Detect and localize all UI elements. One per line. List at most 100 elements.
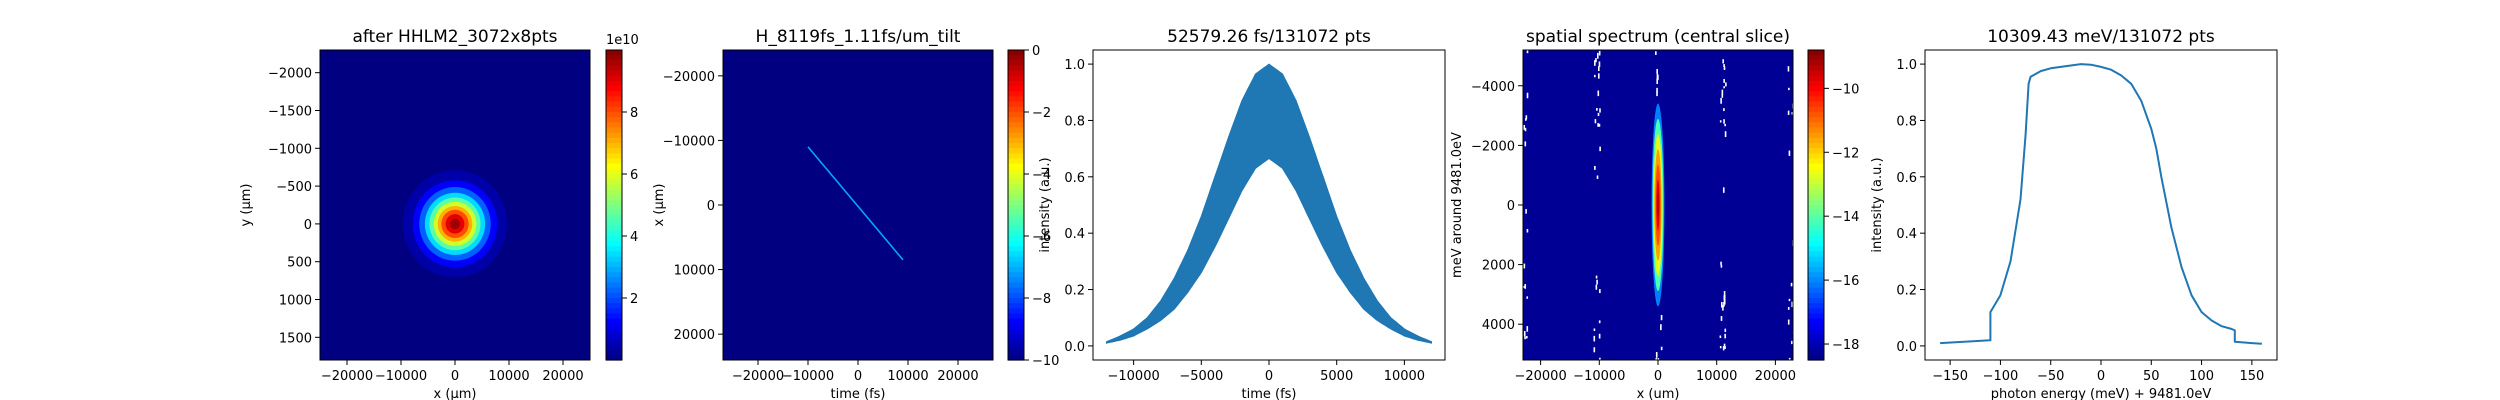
colorbar-segment: [606, 241, 622, 247]
colorbar-segment: [1808, 349, 1824, 356]
colorbar-segment: [1808, 117, 1824, 123]
noise-speckle: [1724, 328, 1727, 332]
noise-speckle: [1657, 74, 1659, 81]
colorbar-segment: [1808, 339, 1824, 346]
colorbar-segment: [1008, 158, 1024, 165]
x-tick-label: −100: [1983, 369, 2019, 384]
colorbar-segment: [606, 96, 622, 103]
x-tick-label: 50: [2143, 369, 2160, 384]
colorbar-segment: [1808, 272, 1824, 278]
x-tick-label: −10000: [1573, 369, 1625, 384]
noise-speckle: [1596, 279, 1598, 285]
noise-speckle: [1526, 326, 1529, 332]
noise-speckle: [1525, 209, 1527, 214]
plot-area: [1521, 50, 1796, 363]
noise-speckle: [1724, 123, 1726, 127]
x-tick-label: 10000: [887, 369, 928, 384]
colorbar-segment: [1008, 96, 1024, 103]
x-tick-label: 0: [1265, 369, 1273, 384]
x-tick-label: −10000: [375, 369, 427, 384]
colorbar-segment: [1808, 168, 1824, 175]
colorbar-segment: [606, 65, 622, 72]
noise-speckle: [1656, 68, 1658, 75]
colorbar-segment: [1808, 298, 1824, 304]
noise-speckle: [1724, 131, 1727, 138]
colorbar-segment: [606, 168, 622, 175]
y-tick-label: 0: [1507, 199, 1515, 214]
colorbar-segment: [1808, 303, 1824, 309]
colorbar-segment: [1008, 241, 1024, 247]
colorbar-segment: [606, 272, 622, 278]
noise-speckle: [1593, 328, 1596, 331]
colorbar-segment: [1008, 344, 1024, 351]
colorbar: 0 −2 −4 −6 −8 −10: [1007, 44, 1059, 369]
axes-frame: [1522, 49, 1794, 361]
y-tick-label: 0.6: [1064, 171, 1085, 186]
colorbar-segment: [606, 70, 622, 77]
colorbar-segment: [1808, 354, 1824, 361]
colorbar-segment: [1808, 137, 1824, 144]
noise-speckle: [1526, 296, 1529, 299]
spectrum-line: [1940, 63, 2262, 345]
noise-speckle: [1721, 89, 1724, 95]
colorbar-segment: [606, 205, 622, 211]
colorbar-segment: [606, 282, 622, 289]
colorbar-tick-label: −14: [1832, 210, 1859, 225]
colorbar-segment: [1808, 179, 1824, 185]
y-tick-label: 0.8: [1064, 114, 1085, 129]
colorbar-segment: [1008, 225, 1024, 232]
colorbar-segment: [606, 349, 622, 356]
colorbar-segment: [1808, 313, 1824, 320]
plot-area: [1940, 63, 2262, 345]
colorbar-segment: [1808, 205, 1824, 211]
colorbar-segment: [1008, 215, 1024, 222]
colorbar-segment: [1008, 323, 1024, 330]
noise-speckle: [1722, 187, 1725, 193]
colorbar-segment: [1008, 282, 1024, 289]
colorbar-segment: [1008, 81, 1024, 87]
noise-speckle: [1524, 284, 1527, 289]
colorbar-segment: [1008, 163, 1024, 170]
colorbar-segment: [606, 86, 622, 92]
colorbar-segment: [1008, 261, 1024, 268]
colorbar-segment: [606, 112, 622, 118]
noise-speckle: [1660, 315, 1663, 321]
noise-speckle: [1595, 275, 1598, 279]
colorbar-segment: [606, 303, 622, 309]
noise-speckle: [1526, 92, 1529, 99]
noise-speckle: [1791, 340, 1793, 345]
y-tick-label: 0: [304, 218, 312, 233]
noise-speckle: [1656, 87, 1658, 93]
colorbar-segment: [1808, 70, 1824, 77]
colorbar-segment: [606, 225, 622, 232]
colorbar-segment: [1008, 127, 1024, 134]
colorbar-segment: [606, 230, 622, 237]
colorbar-tick-label: −16: [1832, 274, 1859, 289]
colorbar-segment: [606, 323, 622, 330]
colorbar-segment: [606, 106, 622, 113]
colorbar-tick-label: 4: [630, 230, 638, 245]
chart-1: −20000 −10000 0 10000 20000−2000−1500−1000−5…: [239, 27, 639, 400]
colorbar-segment: [606, 184, 622, 191]
colorbar-tick-label: −18: [1832, 338, 1859, 353]
colorbar-segment: [606, 148, 622, 154]
colorbar-segment: [606, 267, 622, 273]
colorbar-segment: [1008, 60, 1024, 67]
colorbar-segment: [1008, 91, 1024, 98]
colorbar-segment: [1008, 143, 1024, 149]
colorbar-segment: [1808, 148, 1824, 154]
noise-speckle: [1597, 112, 1600, 117]
intensity-band: [1106, 63, 1432, 344]
colorbar-segment: [1008, 75, 1024, 82]
noise-speckle: [1722, 59, 1724, 64]
x-axis-label: x (um): [1637, 387, 1680, 400]
colorbar-segment: [1008, 137, 1024, 144]
noise-speckle: [1594, 74, 1596, 78]
noise-speckle: [1723, 301, 1725, 307]
axes-frame: [319, 49, 591, 361]
x-tick-label: 0: [2097, 369, 2105, 384]
noise-speckle: [1720, 264, 1723, 268]
y-tick-label: 10000: [674, 264, 715, 279]
noise-speckle: [1524, 127, 1527, 132]
